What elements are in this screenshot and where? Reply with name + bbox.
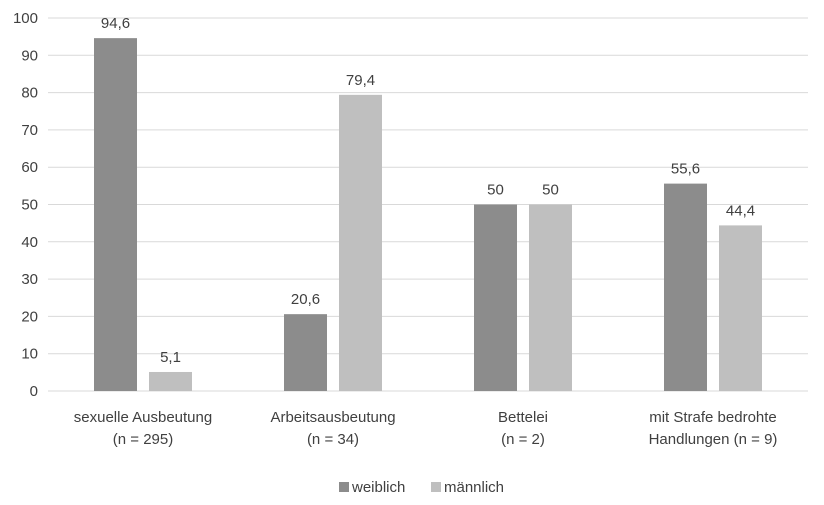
legend-label: männlich bbox=[444, 479, 504, 496]
data-label: 5,1 bbox=[160, 349, 181, 366]
y-tick-label: 70 bbox=[21, 122, 38, 139]
y-tick-label: 60 bbox=[21, 159, 38, 176]
data-label: 55,6 bbox=[671, 161, 700, 178]
y-tick-label: 90 bbox=[21, 47, 38, 64]
y-tick-label: 40 bbox=[21, 234, 38, 251]
legend-label: weiblich bbox=[351, 479, 405, 496]
bar-weiblich-3 bbox=[474, 204, 517, 391]
y-axis-tick-labels: 0 10 20 30 40 50 60 70 80 90 100 bbox=[13, 10, 38, 400]
y-tick-label: 0 bbox=[30, 383, 38, 400]
bar-weiblich-4 bbox=[664, 183, 707, 391]
bars bbox=[94, 38, 762, 391]
legend: weiblich männlich bbox=[339, 479, 504, 496]
legend-swatch-weiblich bbox=[339, 482, 349, 492]
bar-männlich-3 bbox=[529, 204, 572, 391]
category-label: (n = 2) bbox=[501, 431, 545, 448]
data-label: 94,6 bbox=[101, 15, 130, 32]
data-label: 50 bbox=[487, 182, 504, 199]
data-label: 44,4 bbox=[726, 202, 755, 219]
y-tick-label: 20 bbox=[21, 308, 38, 325]
bar-männlich-2 bbox=[339, 94, 382, 391]
bar-männlich-4 bbox=[719, 225, 762, 391]
legend-swatch-männlich bbox=[431, 482, 441, 492]
category-labels: sexuelle Ausbeutung (n = 295) Arbeitsausbe… bbox=[74, 409, 778, 448]
category-label: Bettelei bbox=[498, 409, 548, 426]
bar-weiblich-1 bbox=[94, 38, 137, 391]
y-tick-label: 10 bbox=[21, 346, 38, 363]
bar-männlich-1 bbox=[149, 371, 192, 391]
data-labels: 94,6 5,1 20,6 79,4 50 50 55,6 44,4 bbox=[101, 15, 755, 366]
data-label: 20,6 bbox=[291, 291, 320, 308]
y-tick-label: 100 bbox=[13, 10, 38, 27]
category-label: Handlungen (n = 9) bbox=[649, 431, 778, 448]
y-tick-label: 50 bbox=[21, 197, 38, 214]
grid-lines bbox=[48, 17, 808, 392]
category-label: (n = 34) bbox=[307, 431, 359, 448]
category-label: sexuelle Ausbeutung bbox=[74, 409, 212, 426]
category-label: (n = 295) bbox=[113, 431, 173, 448]
y-tick-label: 80 bbox=[21, 85, 38, 102]
category-label: mit Strafe bedrohte bbox=[649, 409, 777, 426]
bar-weiblich-2 bbox=[284, 314, 327, 391]
data-label: 79,4 bbox=[346, 72, 375, 89]
y-tick-label: 30 bbox=[21, 271, 38, 288]
category-label: Arbeitsausbeutung bbox=[270, 409, 395, 426]
data-label: 50 bbox=[542, 182, 559, 199]
